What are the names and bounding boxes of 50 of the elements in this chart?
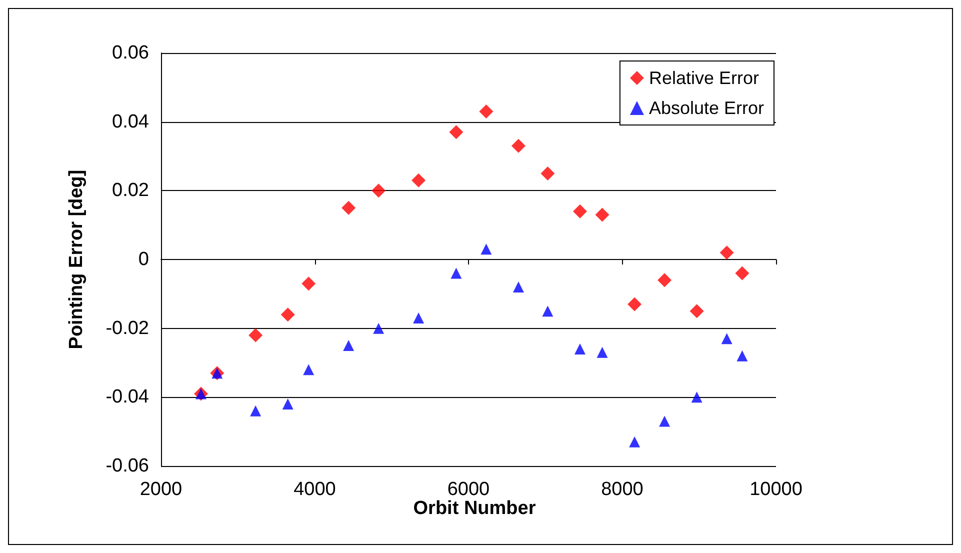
y-tick-label: 0.02 [112,180,149,202]
legend-label: Absolute Error [648,98,764,118]
point [691,392,702,403]
point [342,200,356,215]
point [540,166,555,180]
x-tick-label: 4000 [294,479,336,500]
point [449,125,464,140]
point [512,282,524,293]
x-tick-label: 2000 [140,479,182,500]
point [595,208,610,222]
point [480,244,492,255]
point [303,364,314,376]
point [596,346,608,358]
point [343,340,354,352]
point [511,138,526,153]
x-axis-title: Orbit Number [413,498,536,519]
point [736,350,748,362]
point [720,246,734,260]
point [302,276,316,291]
point [372,184,386,198]
point [413,312,424,324]
y-tick-label: -0.06 [106,456,149,476]
point [658,273,672,288]
point [373,322,384,334]
point [659,416,670,427]
point [450,268,462,279]
point [250,405,262,416]
y-tick-label: -0.04 [106,386,150,408]
point [574,343,586,354]
y-tick-label: 0 [138,249,149,270]
y-tick-label: 0.06 [112,42,149,64]
point [721,333,732,344]
legend-label: Relative Error [648,68,759,88]
point [542,306,554,317]
point [412,173,426,188]
point [479,104,494,119]
y-tick-label: -0.02 [106,318,149,339]
x-tick-label: 10000 [750,479,802,500]
y-axis-title: Pointing Error [deg] [66,170,87,350]
x-tick-label: 8000 [601,479,644,500]
point [735,266,750,280]
y-tick-label: 0.04 [112,111,150,132]
point [572,204,587,218]
point [690,304,704,318]
point [248,328,263,342]
x-tick-label: 6000 [447,479,490,500]
point [282,398,294,410]
point [629,436,640,448]
point [280,308,295,322]
point [628,297,642,312]
